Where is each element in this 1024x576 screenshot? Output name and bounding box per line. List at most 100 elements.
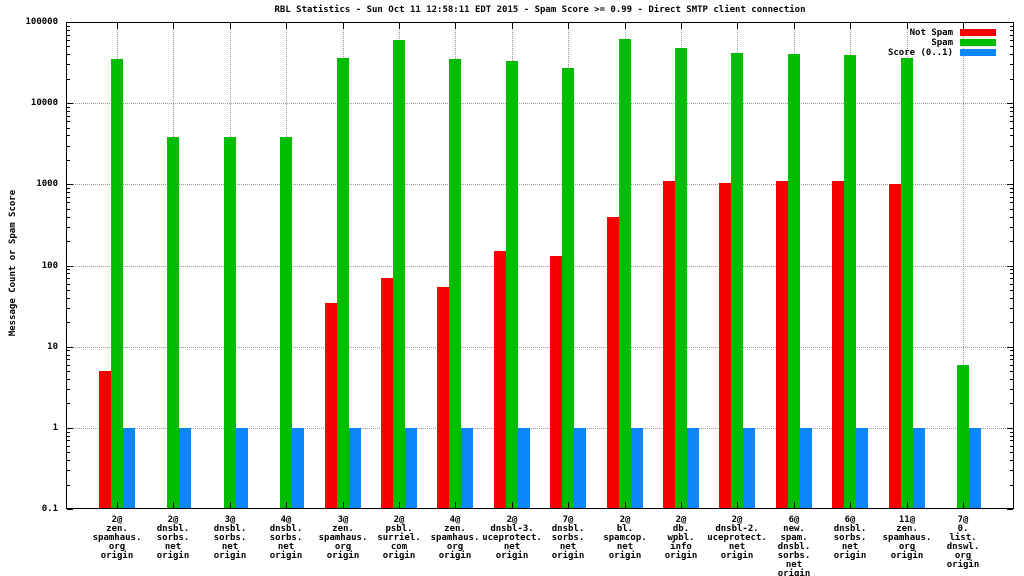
y-tick — [67, 403, 70, 404]
bar-spam — [619, 39, 631, 509]
y-tick — [1010, 389, 1013, 390]
y-tick — [1010, 217, 1013, 218]
x-category-label: 2@ bl. spamcop. net origin — [603, 515, 647, 561]
y-tick — [1010, 452, 1013, 453]
x-tick — [230, 502, 231, 508]
legend-swatch-not-spam — [960, 29, 996, 36]
bar-spam — [901, 58, 913, 509]
y-tick — [1010, 460, 1013, 461]
x-tick — [737, 502, 738, 508]
y-tick — [1010, 116, 1013, 117]
bar-spam — [111, 59, 123, 509]
y-tick — [67, 22, 73, 23]
gridline-h — [66, 266, 1014, 267]
x-category-label: 3@ zen. spamhaus. org origin — [318, 515, 368, 561]
x-tick — [455, 502, 456, 508]
bar-not-spam — [437, 287, 449, 509]
y-tick — [1010, 107, 1013, 108]
bar-score-0-1 — [405, 428, 417, 509]
y-tick — [67, 227, 70, 228]
bar-spam — [675, 48, 687, 509]
legend-item: Spam — [931, 37, 996, 48]
y-tick — [67, 217, 70, 218]
y-tick — [1010, 111, 1013, 112]
y-tick — [1010, 446, 1013, 447]
bar-spam — [449, 59, 461, 509]
legend-label: Spam — [931, 37, 953, 48]
x-tick — [963, 502, 964, 508]
y-tick — [67, 184, 73, 185]
y-tick — [1010, 26, 1013, 27]
y-tick — [67, 107, 70, 108]
bar-score-0-1 — [856, 428, 868, 509]
y-tick — [67, 241, 70, 242]
bar-not-spam — [663, 181, 675, 509]
x-tick — [455, 23, 456, 29]
bar-spam — [562, 68, 574, 509]
x-tick — [173, 23, 174, 29]
y-tick — [67, 202, 70, 203]
y-tick — [1010, 30, 1013, 31]
y-tick — [67, 290, 70, 291]
y-tick — [67, 192, 70, 193]
x-tick — [117, 23, 118, 29]
chart-title: RBL Statistics - Sun Oct 11 12:58:11 EDT… — [274, 5, 806, 15]
y-tick — [1010, 350, 1013, 351]
bar-spam — [337, 58, 349, 509]
gridline-h — [66, 347, 1014, 348]
y-tick — [1010, 371, 1013, 372]
x-category-label: 6@ dnsbl. sorbs. net origin — [833, 515, 867, 561]
x-tick — [399, 502, 400, 508]
x-tick — [963, 23, 964, 29]
x-tick — [907, 23, 908, 29]
y-tick — [67, 197, 70, 198]
y-tick — [1010, 485, 1013, 486]
x-tick — [850, 23, 851, 29]
y-tick — [67, 284, 70, 285]
y-tick — [1010, 46, 1013, 47]
y-tick — [1007, 103, 1013, 104]
x-tick — [399, 23, 400, 29]
y-tick — [67, 470, 70, 471]
bar-score-0-1 — [631, 428, 643, 509]
gridline-h — [66, 428, 1014, 429]
y-tick — [1010, 146, 1013, 147]
bar-score-0-1 — [292, 428, 304, 509]
bar-score-0-1 — [179, 428, 191, 509]
x-category-label: 2@ dnsbl. sorbs. net origin — [156, 515, 190, 561]
y-tick — [67, 485, 70, 486]
y-tick — [1010, 432, 1013, 433]
y-tick — [1010, 365, 1013, 366]
bar-spam — [224, 137, 236, 509]
y-tick — [67, 79, 70, 80]
bar-not-spam — [832, 181, 844, 509]
y-tick-label: 10000 — [30, 98, 58, 108]
bar-spam — [957, 365, 969, 509]
bar-spam — [788, 54, 800, 509]
y-tick — [1010, 209, 1013, 210]
bar-score-0-1 — [123, 428, 135, 509]
x-tick — [286, 23, 287, 29]
x-category-label: 2@ db. wpbl. info origin — [664, 515, 698, 561]
y-tick — [67, 35, 70, 36]
y-tick — [67, 308, 70, 309]
y-tick — [1007, 184, 1013, 185]
y-tick — [67, 389, 70, 390]
y-tick — [1010, 121, 1013, 122]
bar-score-0-1 — [687, 428, 699, 509]
y-tick — [1010, 355, 1013, 356]
y-tick — [67, 278, 70, 279]
y-tick — [1010, 135, 1013, 136]
y-tick — [1010, 470, 1013, 471]
y-tick — [1010, 54, 1013, 55]
legend-item: Score (0..1) — [888, 48, 996, 58]
y-tick — [67, 355, 70, 356]
bar-score-0-1 — [800, 428, 812, 509]
y-tick — [1007, 509, 1013, 510]
y-tick — [1010, 298, 1013, 299]
bar-spam — [167, 137, 179, 509]
y-tick — [1010, 241, 1013, 242]
bar-score-0-1 — [461, 428, 473, 509]
y-tick — [67, 298, 70, 299]
